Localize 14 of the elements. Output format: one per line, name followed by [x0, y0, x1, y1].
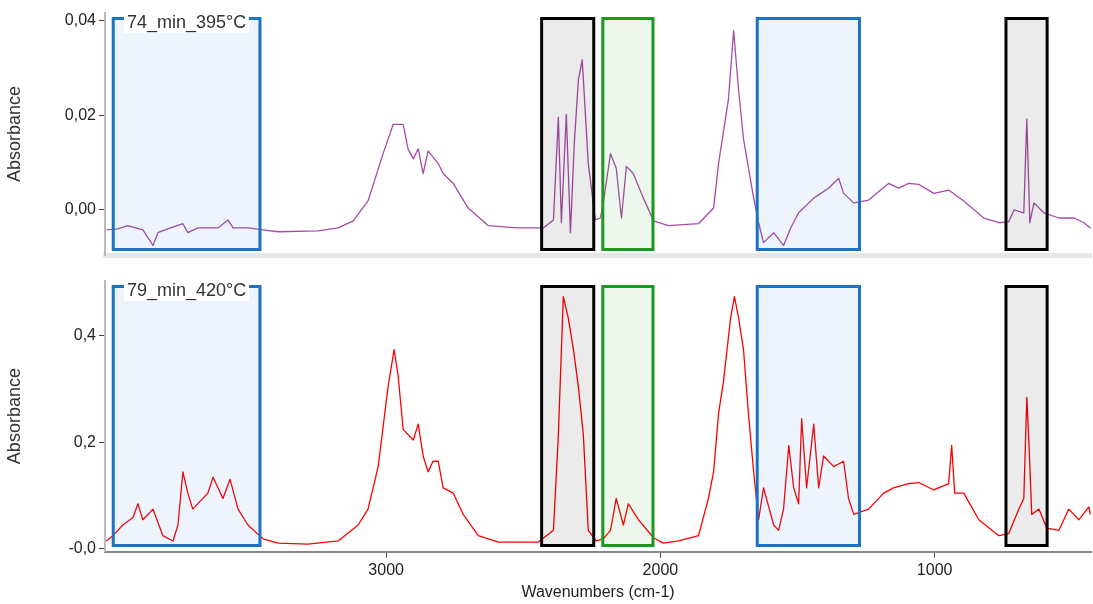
y-axis-title: Absorbance	[3, 85, 24, 183]
y-tick-label: 0,04	[64, 11, 97, 29]
y-tick-label: 0,4	[73, 326, 97, 344]
x-tick-label: 3000	[368, 560, 405, 578]
y-axis-title: Absorbance	[3, 368, 24, 465]
y-tick-label: 0,02	[64, 105, 97, 123]
y-tick-label: -0,0	[68, 538, 97, 556]
chart-title: 79_min_420°C	[124, 280, 250, 301]
y-tick-label: 0,2	[73, 432, 97, 450]
x-tick-label: 2000	[642, 560, 679, 578]
chart-title: 74_min_395°C	[124, 12, 250, 33]
y-tick-label: 0,00	[64, 200, 97, 218]
x-tick-label: 1000	[916, 560, 953, 578]
x-axis-title: Wavenumbers (cm-1)	[521, 582, 675, 600]
